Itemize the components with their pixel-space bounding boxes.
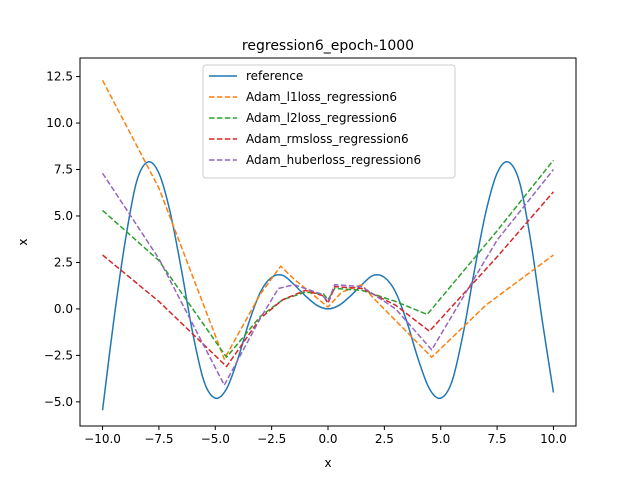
y-tick-label: 2.5 (54, 255, 73, 269)
x-tick-label: −5.0 (201, 432, 230, 446)
series-line-2 (102, 159, 555, 358)
y-tick-label: −2.5 (44, 348, 73, 362)
chart-title: regression6_epoch-1000 (242, 38, 414, 54)
legend-label: reference (246, 69, 303, 83)
legend-label: Adam_rmsloss_regression6 (246, 132, 409, 146)
x-tick-label: 5.0 (431, 432, 450, 446)
legend-box (202, 64, 456, 179)
y-tick-label: 12.5 (46, 70, 73, 84)
x-axis-label: x (324, 456, 331, 470)
legend: reference Adam_l1loss_regression6 Adam_l2l… (202, 64, 456, 179)
y-tick-label: 0.0 (54, 302, 73, 316)
x-tick-label: −2.5 (257, 432, 286, 446)
y-tick-label: 5.0 (54, 209, 73, 223)
x-tick-label: 7.5 (488, 432, 507, 446)
x-axis: −10.0 −7.5 −5.0 −2.5 0.0 2.5 5.0 7.5 10.0 (84, 426, 567, 446)
y-tick-label: 10.0 (46, 116, 73, 130)
y-tick-label: −5.0 (44, 395, 73, 409)
y-axis: −5.0 −2.5 0.0 2.5 5.0 7.5 10.0 12.5 (44, 70, 80, 409)
y-tick-label: 7.5 (54, 163, 73, 177)
x-tick-label: 0.0 (318, 432, 337, 446)
x-tick-label: −10.0 (84, 432, 121, 446)
series-line-0 (101, 161, 555, 411)
x-tick-label: −7.5 (144, 432, 173, 446)
y-axis-label: x (16, 238, 30, 245)
x-tick-label: 10.0 (540, 432, 567, 446)
legend-label: Adam_huberloss_regression6 (246, 153, 421, 167)
series-line-1 (101, 79, 554, 360)
x-tick-label: 2.5 (375, 432, 394, 446)
series-layer (101, 79, 555, 411)
legend-label: Adam_l2loss_regression6 (246, 111, 397, 125)
series-line-4 (101, 169, 555, 386)
legend-label: Adam_l1loss_regression6 (246, 90, 397, 104)
